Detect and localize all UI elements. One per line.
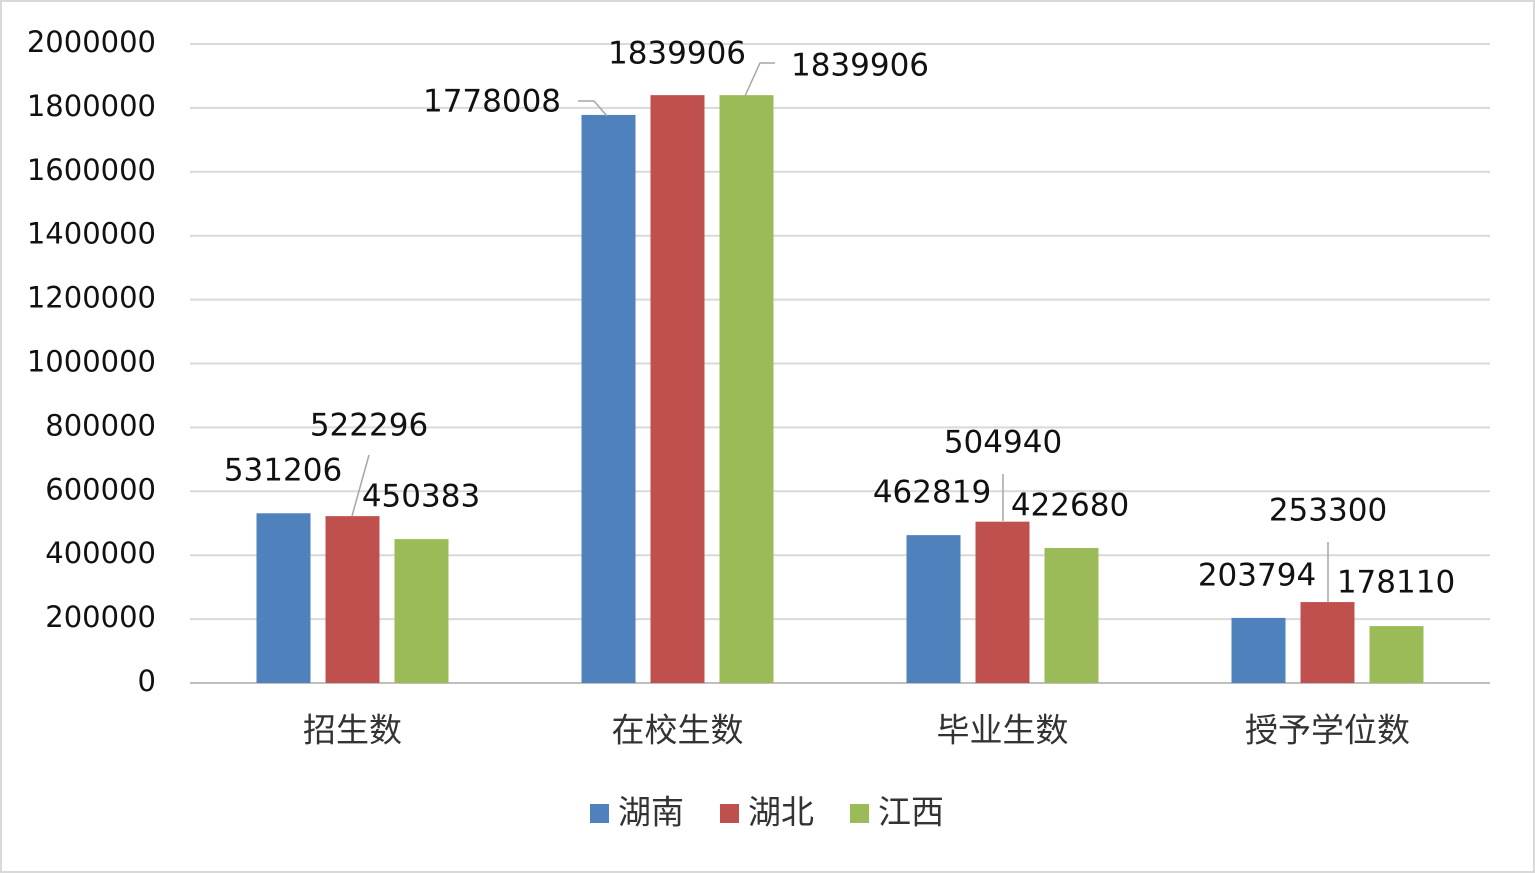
- y-tick-label: 1200000: [27, 281, 156, 315]
- bar: [650, 95, 705, 684]
- y-tick-label: 1000000: [27, 345, 156, 379]
- data-label: 522296: [310, 408, 428, 444]
- x-tick-label: 在校生数: [612, 711, 744, 750]
- y-tick-label: 1800000: [27, 89, 156, 123]
- bar: [906, 535, 961, 683]
- data-label: 462819: [873, 475, 991, 511]
- data-label: 1839906: [608, 36, 746, 72]
- data-label: 253300: [1269, 493, 1387, 529]
- bar: [1369, 626, 1424, 683]
- x-tick-label: 授予学位数: [1245, 711, 1410, 750]
- leader-line: [744, 62, 775, 97]
- bar: [975, 521, 1030, 683]
- data-label: 450383: [362, 479, 480, 515]
- bar: [394, 539, 449, 683]
- leader-line: [351, 454, 370, 517]
- y-tick-label: 200000: [45, 600, 156, 634]
- legend-label: 湖南: [618, 793, 684, 832]
- y-tick-label: 1600000: [27, 153, 156, 187]
- x-tick-label: 招生数: [303, 711, 402, 750]
- x-tick-label: 毕业生数: [937, 711, 1069, 750]
- bar: [1044, 547, 1099, 683]
- bar: [1231, 617, 1286, 683]
- legend-swatch: [850, 804, 869, 823]
- bar: [325, 516, 380, 683]
- legend-label: 湖北: [748, 793, 814, 832]
- data-label: 203794: [1198, 558, 1316, 594]
- bar: [581, 114, 636, 683]
- legend-swatch: [590, 804, 609, 823]
- legend-label: 江西: [878, 793, 944, 832]
- y-tick-label: 0: [138, 664, 156, 698]
- data-label: 422680: [1011, 488, 1129, 524]
- data-label: 178110: [1337, 565, 1455, 601]
- y-tick-label: 2000000: [27, 25, 156, 59]
- bar: [256, 513, 311, 683]
- data-label: 504940: [944, 425, 1062, 461]
- y-tick-label: 400000: [45, 536, 156, 570]
- y-tick-label: 800000: [45, 408, 156, 442]
- data-label: 1839906: [791, 48, 929, 84]
- leader-line: [578, 100, 608, 117]
- bar: [719, 95, 774, 684]
- bar: [1300, 602, 1355, 683]
- y-tick-label: 1400000: [27, 217, 156, 251]
- data-label: 531206: [224, 453, 342, 489]
- y-tick-label: 600000: [45, 472, 156, 506]
- data-label: 1778008: [423, 84, 561, 120]
- legend-swatch: [720, 804, 739, 823]
